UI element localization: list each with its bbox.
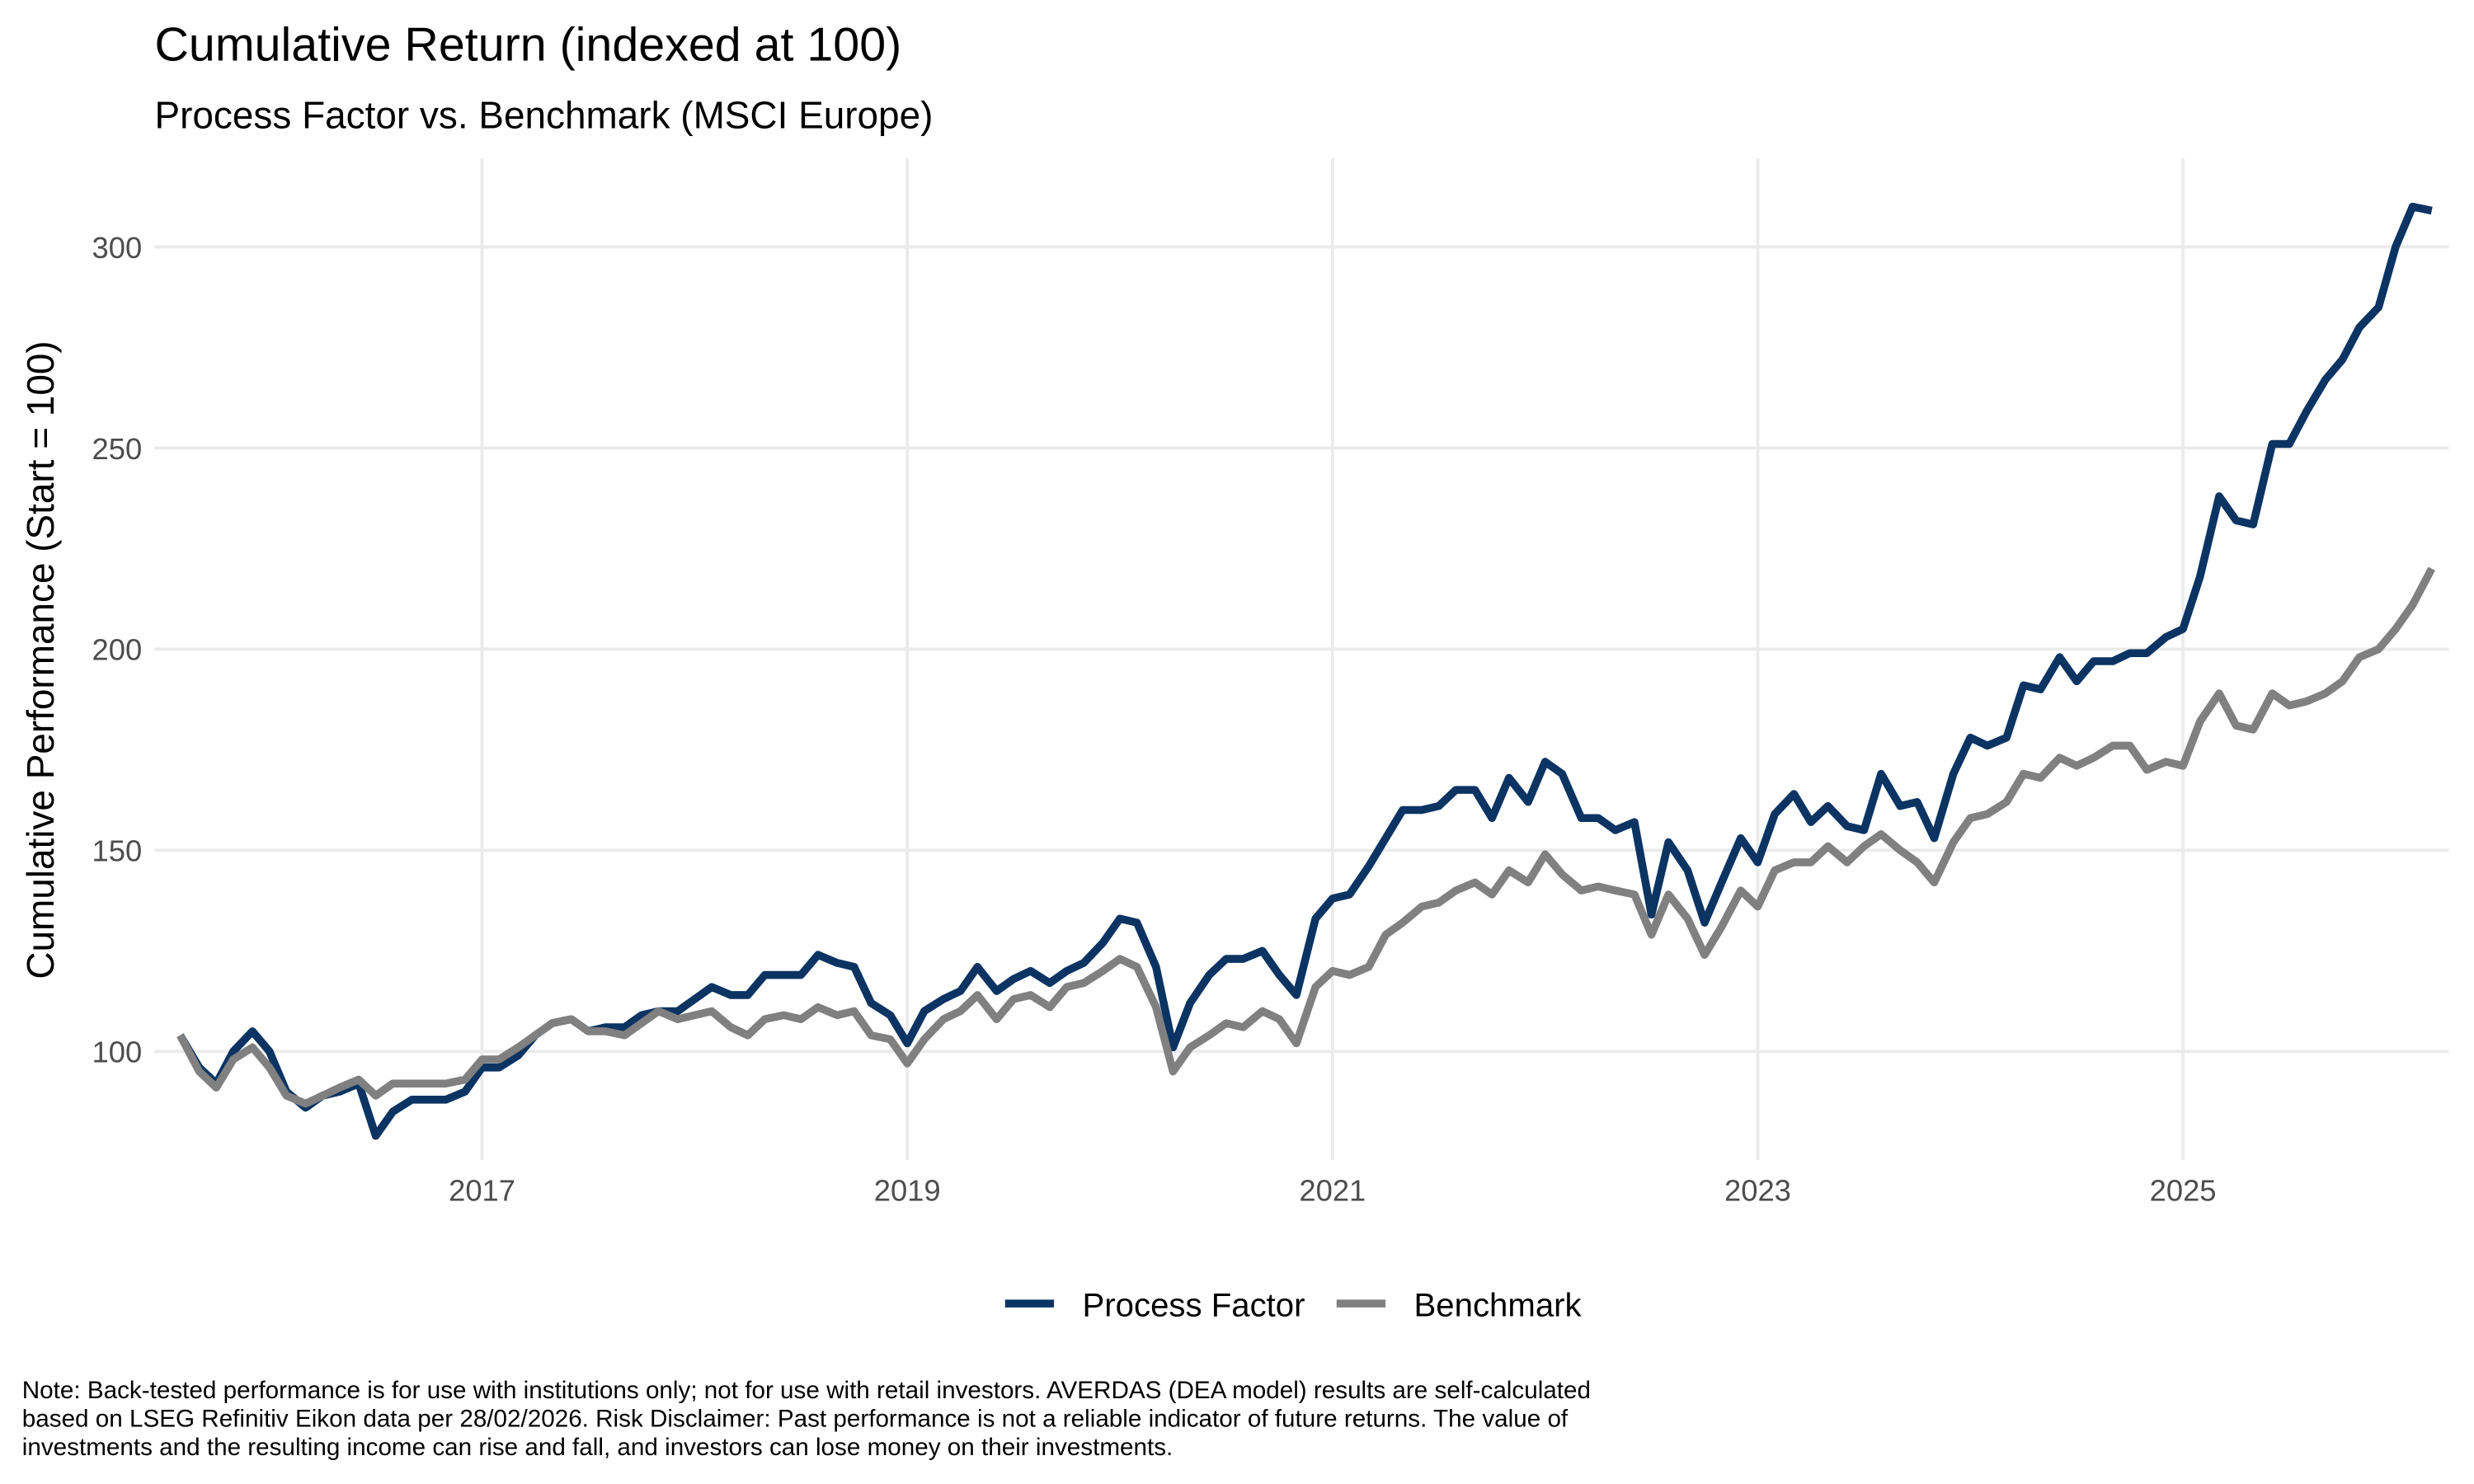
y-tick-label: 200 xyxy=(92,633,143,667)
lines xyxy=(176,202,2435,1140)
series-line xyxy=(176,202,2433,1140)
y-tick-label: 300 xyxy=(92,231,143,265)
grid: 100 150 200 250 300 2017 2019 2021 2023 2025 xyxy=(92,158,2449,1208)
legend: Process Factor Benchmark xyxy=(1004,1286,1583,1323)
caption-line: investments and the resulting income can… xyxy=(22,1434,1173,1461)
caption: Note: Back-tested performance is for use… xyxy=(22,1377,1591,1461)
legend-label: Benchmark xyxy=(1414,1286,1583,1323)
legend-label: Process Factor xyxy=(1082,1286,1305,1323)
x-tick-label: 2023 xyxy=(1724,1174,1791,1208)
caption-line: Note: Back-tested performance is for use… xyxy=(22,1377,1591,1404)
x-tick-label: 2019 xyxy=(874,1174,941,1208)
y-tick-label: 150 xyxy=(92,834,143,868)
y-tick-label: 250 xyxy=(92,432,143,466)
y-axis-label: Cumulative Performance (Start = 100) xyxy=(19,340,62,979)
chart-subtitle: Process Factor vs. Benchmark (MSCI Europ… xyxy=(154,94,933,137)
x-tick-label: 2025 xyxy=(2150,1174,2217,1208)
series-line xyxy=(176,566,2435,1108)
chart-title: Cumulative Return (indexed at 100) xyxy=(154,18,901,71)
caption-line: based on LSEG Refinitiv Eikon data per 2… xyxy=(22,1405,1569,1432)
y-tick-label: 100 xyxy=(92,1036,143,1069)
x-tick-label: 2017 xyxy=(449,1174,515,1208)
x-tick-label: 2021 xyxy=(1299,1174,1366,1208)
